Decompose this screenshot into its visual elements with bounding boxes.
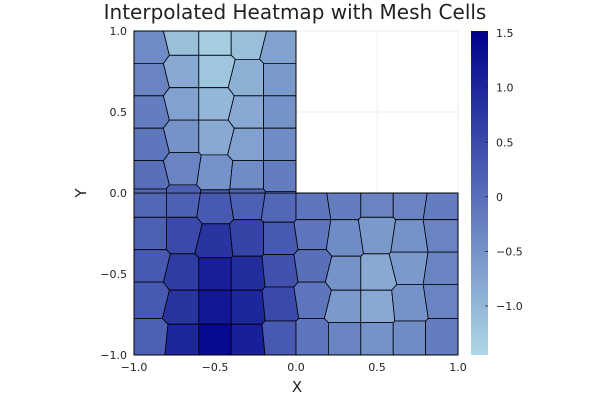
x-tick-label: 0.5 [368,361,386,374]
mesh-cell [230,255,266,291]
x-tick-label: 0.0 [287,361,305,374]
mesh-cell [360,192,394,218]
mesh-cell [133,216,167,251]
mesh-cell [392,320,426,356]
mesh-cell [263,63,297,97]
mesh-cell [198,87,235,121]
mesh-cell [295,318,329,356]
mesh-cell [390,219,429,253]
mesh-cell [264,191,297,194]
mesh-cell [198,289,232,325]
mesh-cell [325,219,364,257]
mesh-cell [360,289,396,323]
mesh-cell [196,192,235,225]
y-axis-label: Y [72,188,90,199]
mesh-cell [227,127,264,161]
mesh-cell [227,95,264,129]
mesh-cell [230,289,266,325]
mesh-cell [162,253,200,291]
mesh-cell [198,257,232,291]
mesh-cell [392,192,428,221]
y-tick-label: 1.0 [110,25,128,38]
mesh-cell [166,184,202,194]
y-tick-label: −1.0 [100,349,127,362]
mesh-cell [293,219,332,251]
colorbar-tick-label: −1.0 [496,300,523,313]
mesh-cell [228,188,266,194]
colorbar-tick-label: 1.5 [496,27,514,40]
mesh-cell [293,249,333,283]
mesh-cell [263,95,297,129]
colorbar-tick-label: 0.5 [496,136,514,149]
mesh-cell [263,160,297,192]
mesh-cell [263,221,299,255]
mesh-cell [199,189,231,194]
colorbar-ticks: −1.0 −0.5 0 0.5 1.0 1.5 [485,27,523,313]
mesh-cell [328,322,362,356]
mesh-cell [229,192,266,221]
mesh-cell [166,192,201,218]
mesh-cell [133,95,170,129]
mesh-cell [162,119,200,153]
mesh-cells [133,30,459,356]
x-tick-label: 1.0 [449,361,467,374]
y-tick-label: −0.5 [100,268,127,281]
mesh-cell [162,30,200,56]
y-tick-label: 0.5 [110,106,128,119]
mesh-cell [391,284,429,322]
mesh-cell [260,192,297,223]
mesh-cell [261,254,299,288]
mesh-cell [422,192,459,221]
mesh-cell [326,192,362,221]
mesh-cell [229,160,264,190]
mesh-cell [133,318,169,356]
colorbar-tick-label: −0.5 [496,245,523,258]
mesh-cell [198,323,232,356]
x-axis-ticks: −1.0 −0.5 0.0 0.5 1.0 [121,361,467,374]
mesh-cell [196,154,234,191]
chart-title: Interpolated Heatmap with Mesh Cells [104,0,487,24]
mesh-cell [259,30,297,64]
mesh-cell [133,30,170,64]
x-axis-label: X [292,378,302,396]
mesh-cell [162,54,200,89]
mesh-cell [162,152,202,186]
mesh-cell [230,323,266,356]
mesh-cell [323,289,362,323]
mesh-cell [324,255,362,291]
y-tick-label: 0.0 [110,187,128,200]
mesh-cell [422,219,459,253]
x-tick-label: −0.5 [202,361,229,374]
mesh-cell [133,192,167,218]
mesh-cell [164,323,200,356]
mesh-cell [261,320,297,356]
domain-outline [133,30,459,356]
mesh-cell [261,286,300,322]
mesh-cell [263,127,297,161]
mesh-cell [360,322,394,356]
mesh-cell [422,284,459,319]
mesh-cell [161,289,200,325]
mesh-cell [229,219,264,257]
mesh-cell [422,251,459,285]
mesh-cell [133,188,167,194]
colorbar-tick-label: 1.0 [496,82,514,95]
mesh-cell [425,318,459,356]
x-tick-label: −1.0 [121,361,148,374]
mesh-cell [162,87,200,121]
mesh-cell [357,216,397,255]
mesh-cell [133,127,170,161]
mesh-cell [295,192,332,221]
y-axis-ticks: −1.0 −0.5 0.0 0.5 1.0 [100,25,127,362]
mesh-cell [198,30,232,56]
colorbar [471,31,488,355]
mesh-cell [133,63,170,97]
colorbar-tick-label: 0 [496,191,503,204]
